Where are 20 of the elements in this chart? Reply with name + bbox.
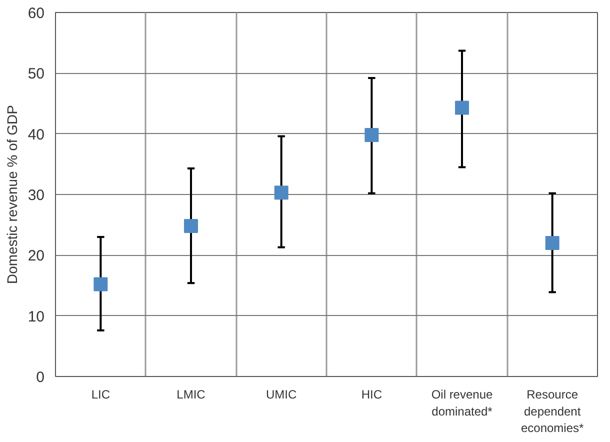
x-tick-label: LIC: [91, 388, 110, 402]
point: [364, 128, 379, 142]
point: [455, 100, 469, 115]
x-tick-label: LMIC: [176, 388, 206, 402]
y-axis-title: Domestic revenue % of GDP: [4, 105, 20, 284]
y-tick-label: 20: [28, 248, 45, 265]
x-tick-label: Resource dependent economies*: [520, 388, 584, 436]
point: [94, 277, 108, 292]
y-tick-label: 50: [28, 66, 45, 83]
point: [184, 219, 198, 234]
x-tick-label: Oil revenue dominated*: [431, 388, 494, 418]
x-tick-label: HIC: [361, 388, 382, 402]
point: [545, 236, 560, 250]
y-tick-label: 30: [28, 187, 45, 204]
y-tick-label: 0: [36, 369, 44, 386]
y-tick-label: 40: [28, 126, 45, 144]
point: [274, 186, 288, 200]
y-tick-label: 10: [28, 308, 45, 326]
x-tick-label: UMIC: [266, 388, 297, 402]
y-tick-label: 60: [28, 5, 45, 22]
